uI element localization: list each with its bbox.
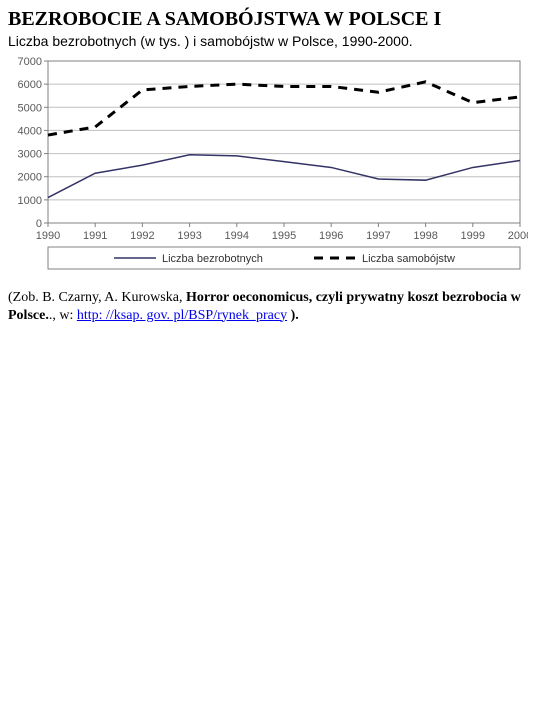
- svg-text:5000: 5000: [18, 102, 42, 114]
- svg-text:1990: 1990: [36, 230, 60, 242]
- svg-text:Liczba samobójstw: Liczba samobójstw: [362, 253, 455, 265]
- page-title: BEZROBOCIE A SAMOBÓJSTWA W POLSCE I: [8, 8, 532, 31]
- page-subtitle: Liczba bezrobotnych (w tys. ) i samobójs…: [8, 33, 532, 49]
- citation-mid: ., w:: [49, 308, 77, 323]
- citation-link[interactable]: http: //ksap. gov. pl/BSP/rynek_pracy: [77, 308, 287, 323]
- svg-text:1000: 1000: [18, 195, 42, 207]
- svg-text:1999: 1999: [461, 230, 485, 242]
- citation-prefix: (Zob. B. Czarny, A. Kurowska,: [8, 290, 186, 305]
- chart-container: 0 1000 2000 3000 4000 5000 6000 7000 1990 1991 199…: [8, 55, 532, 275]
- svg-text:1991: 1991: [83, 230, 107, 242]
- svg-text:2000: 2000: [18, 172, 42, 184]
- svg-text:0: 0: [36, 218, 42, 230]
- svg-text:7000: 7000: [18, 56, 42, 68]
- svg-text:1996: 1996: [319, 230, 343, 242]
- svg-text:1997: 1997: [366, 230, 390, 242]
- svg-text:3000: 3000: [18, 149, 42, 161]
- line-chart: 0 1000 2000 3000 4000 5000 6000 7000 1990 1991 199…: [8, 55, 528, 275]
- svg-text:1994: 1994: [225, 230, 249, 242]
- svg-text:1998: 1998: [413, 230, 437, 242]
- svg-text:1993: 1993: [177, 230, 201, 242]
- svg-text:2000: 2000: [508, 230, 528, 242]
- svg-text:4000: 4000: [18, 125, 42, 137]
- svg-text:1992: 1992: [130, 230, 154, 242]
- svg-text:Liczba bezrobotnych: Liczba bezrobotnych: [162, 253, 263, 265]
- citation-text: (Zob. B. Czarny, A. Kurowska, Horror oec…: [8, 289, 532, 324]
- svg-text:1995: 1995: [272, 230, 296, 242]
- citation-suffix: ).: [287, 308, 299, 323]
- svg-text:6000: 6000: [18, 79, 42, 91]
